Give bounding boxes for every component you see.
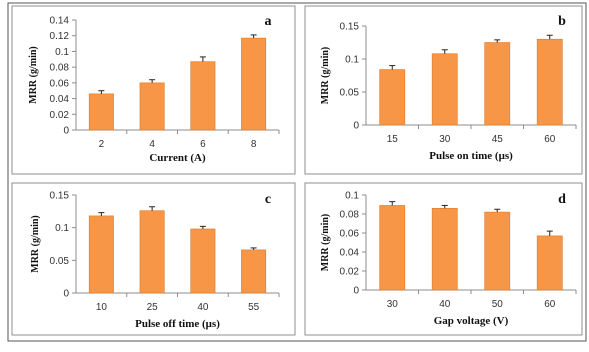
panel-label: d: [558, 192, 566, 207]
bar: [379, 69, 406, 126]
bar: [431, 53, 458, 126]
chart-panel-c: 0 0.05 0.1 0.15 10 25 40 55 Pulse off time (μs) M…: [11, 182, 296, 336]
x-tick-label: 40: [439, 299, 451, 310]
y-tick-label: 0.02: [340, 267, 360, 278]
x-tick-label: 50: [492, 299, 504, 310]
x-tick-label: 8: [251, 139, 257, 150]
y-axis-title: MRR (g/min): [320, 214, 331, 272]
x-tick-label: 25: [147, 302, 159, 313]
y-tick-label: 0.1: [345, 191, 359, 202]
y-tick-label: 0.04: [340, 248, 360, 259]
panel-label: b: [558, 14, 566, 29]
y-tick-label: 0.1: [55, 223, 69, 234]
x-tick-label: 60: [544, 134, 556, 145]
bar: [484, 42, 511, 126]
y-tick-label: 0.06: [340, 229, 360, 240]
x-tick-label: 10: [96, 302, 108, 313]
bar: [241, 249, 267, 294]
bar: [431, 208, 458, 291]
y-tick-label: 0.06: [50, 78, 70, 89]
x-tick-label: 2: [99, 139, 105, 150]
y-axis-title: MRR (g/min): [320, 47, 331, 105]
y-tick-label: 0.08: [50, 63, 70, 74]
y-tick-label: 0: [353, 286, 359, 297]
y-tick-label: 0.08: [340, 210, 360, 221]
x-tick-label: 60: [544, 299, 556, 310]
bar: [241, 37, 267, 131]
y-tick-label: 0.02: [50, 110, 70, 121]
x-axis-title: Pulse off time (μs): [135, 318, 220, 330]
chart-panel-d: 0 0.02 0.04 0.06 0.08 0.1 30 40 50 60 Gap voltage …: [304, 182, 583, 336]
x-tick-label: 40: [197, 302, 209, 313]
y-tick-label: 0.12: [50, 31, 70, 42]
y-tick-label: 0: [353, 121, 359, 132]
x-tick-label: 45: [492, 134, 504, 145]
bar: [190, 228, 216, 294]
x-tick-label: 30: [387, 299, 399, 310]
x-tick-label: 15: [387, 134, 399, 145]
y-tick-label: 0.05: [50, 256, 70, 267]
x-tick-label: 6: [200, 139, 206, 150]
x-axis-title: Pulse on time (μs): [429, 150, 513, 162]
chart-panel-b: 0 0.05 0.1 0.15 15 30 45 60 Pulse on time (μs) MR…: [304, 5, 583, 175]
y-tick-label: 0.05: [340, 88, 360, 99]
bar: [88, 215, 114, 294]
x-axis-title: Gap voltage (V): [434, 315, 509, 327]
bar: [190, 61, 216, 131]
y-tick-label: 0.15: [340, 22, 360, 33]
bar: [139, 210, 165, 294]
bar: [379, 205, 406, 291]
chart-panel-a: 0 0.02 0.04 0.06 0.08 0.1 0.12 0.14 2 4 6 8 Current …: [11, 5, 296, 175]
panel-label: a: [265, 14, 272, 29]
x-axis-title: Current (A): [149, 152, 206, 164]
y-tick-label: 0.1: [345, 55, 359, 66]
x-tick-label: 4: [149, 139, 155, 150]
y-tick-label: 0: [63, 289, 69, 300]
bar: [536, 235, 563, 291]
y-tick-label: 0.1: [55, 47, 69, 58]
panel-label: c: [265, 192, 271, 207]
y-axis-title: MRR (g/min): [28, 46, 39, 104]
y-axis-title: MRR (g/min): [30, 215, 41, 273]
bar: [536, 38, 563, 126]
y-tick-label: 0.15: [50, 191, 70, 202]
bar: [88, 93, 114, 131]
x-tick-label: 55: [248, 302, 260, 313]
x-tick-label: 30: [439, 134, 451, 145]
y-tick-label: 0.14: [50, 16, 70, 27]
bar: [484, 211, 511, 291]
bar: [139, 82, 165, 131]
y-tick-label: 0.04: [50, 94, 70, 105]
y-tick-label: 0: [63, 126, 69, 137]
